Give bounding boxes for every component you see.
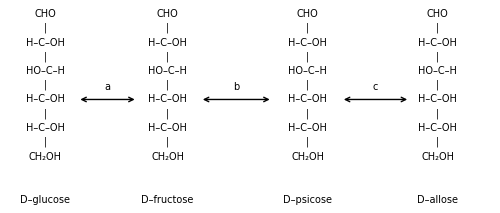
Text: HO–C–H: HO–C–H [26,66,64,76]
Text: |: | [44,52,46,62]
Text: CHO: CHO [156,9,178,19]
Text: H–C–OH: H–C–OH [288,38,327,47]
Text: H–C–OH: H–C–OH [148,38,187,47]
Text: CHO: CHO [34,9,56,19]
Text: H–C–OH: H–C–OH [26,38,64,47]
Text: |: | [166,108,169,119]
Text: |: | [166,80,169,91]
Text: CH₂OH: CH₂OH [421,152,454,161]
Text: |: | [306,80,309,91]
Text: c: c [373,82,378,92]
Text: |: | [44,80,46,91]
Text: D–allose: D–allose [417,195,458,205]
Text: |: | [306,137,309,147]
Text: |: | [44,137,46,147]
Text: HO–C–H: HO–C–H [418,66,457,76]
Text: |: | [306,23,309,33]
Text: D–psicose: D–psicose [283,195,332,205]
Text: H–C–OH: H–C–OH [418,95,457,104]
Text: |: | [306,52,309,62]
Text: HO–C–H: HO–C–H [288,66,327,76]
Text: H–C–OH: H–C–OH [288,95,327,104]
Text: CHO: CHO [296,9,318,19]
Text: CH₂OH: CH₂OH [28,152,62,161]
Text: D–fructose: D–fructose [142,195,194,205]
Text: HO–C–H: HO–C–H [148,66,187,76]
Text: |: | [166,23,169,33]
Text: H–C–OH: H–C–OH [26,123,64,133]
Text: CH₂OH: CH₂OH [291,152,324,161]
Text: |: | [436,23,439,33]
Text: H–C–OH: H–C–OH [148,95,187,104]
Text: |: | [166,52,169,62]
Text: |: | [44,108,46,119]
Text: CHO: CHO [426,9,448,19]
Text: b: b [234,82,239,92]
Text: a: a [104,82,110,92]
Text: |: | [436,137,439,147]
Text: H–C–OH: H–C–OH [418,123,457,133]
Text: H–C–OH: H–C–OH [288,123,327,133]
Text: H–C–OH: H–C–OH [26,95,64,104]
Text: H–C–OH: H–C–OH [148,123,187,133]
Text: |: | [306,108,309,119]
Text: |: | [166,137,169,147]
Text: H–C–OH: H–C–OH [418,38,457,47]
Text: |: | [436,108,439,119]
Text: D–glucose: D–glucose [20,195,70,205]
Text: CH₂OH: CH₂OH [151,152,184,161]
Text: |: | [44,23,46,33]
Text: |: | [436,52,439,62]
Text: |: | [436,80,439,91]
